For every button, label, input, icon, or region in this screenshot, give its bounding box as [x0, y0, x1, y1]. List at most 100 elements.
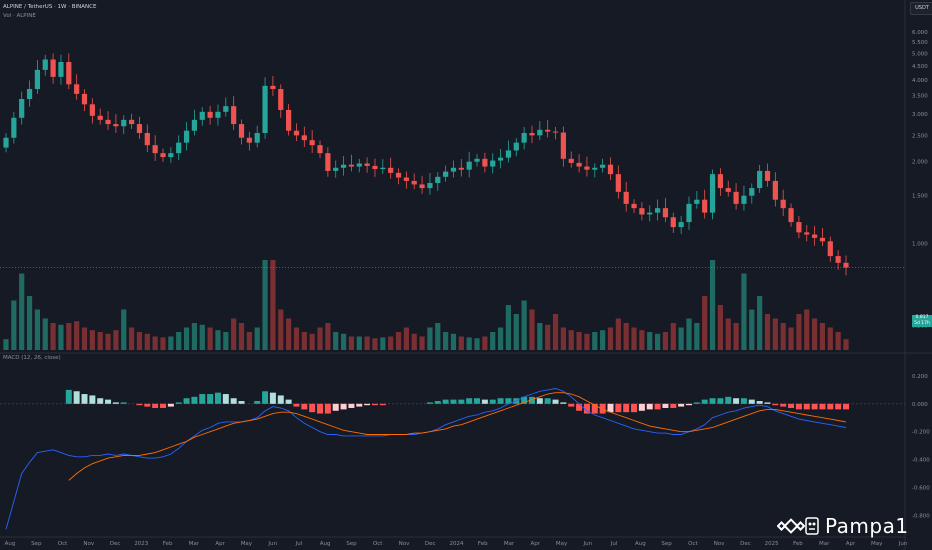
macd-histogram-bar — [81, 394, 88, 404]
volume-bar — [654, 333, 661, 350]
macd-histogram-bar — [599, 403, 606, 414]
candle-body — [505, 150, 512, 158]
macd-histogram-bar — [262, 391, 269, 404]
candle-body — [764, 170, 771, 181]
macd-histogram-bar — [254, 401, 261, 404]
candle-body — [238, 124, 245, 138]
candle-body — [388, 167, 394, 173]
candle-body — [380, 167, 386, 170]
volume-bar — [333, 332, 339, 350]
candle-body — [623, 191, 629, 204]
macd-histogram-bar — [528, 396, 535, 404]
candle-body — [333, 167, 339, 171]
macd-histogram-bar — [222, 394, 229, 404]
volume-bar — [827, 327, 833, 350]
macd-histogram-bar — [560, 402, 567, 404]
volume-bar — [466, 337, 472, 350]
volume-bar — [325, 323, 331, 350]
macd-histogram-bar — [788, 403, 795, 408]
candle-body — [419, 184, 425, 189]
candle-body — [600, 164, 606, 168]
volume-bar — [364, 336, 370, 350]
volume-bar — [811, 318, 818, 350]
candle-body — [639, 208, 645, 215]
macd-histogram-bar — [607, 403, 614, 413]
price-tick-label: 6.000 — [912, 30, 928, 36]
candle-body — [58, 61, 64, 77]
macd-tick-label: -0.200 — [912, 430, 930, 436]
macd-histogram-bar — [356, 403, 363, 407]
time-tick-label: Mar — [504, 541, 515, 547]
candle-body — [160, 153, 166, 158]
volume-bar — [176, 332, 182, 350]
candle-body — [293, 130, 300, 136]
candle-body — [686, 203, 692, 223]
macd-histogram-bar — [489, 399, 496, 404]
candle-body — [215, 111, 221, 118]
candle-body — [223, 106, 229, 112]
volume-bar — [662, 332, 669, 350]
watermark-text: Pampa1 — [825, 514, 909, 538]
price-tick-label: 3.500 — [912, 94, 928, 100]
time-tick-label: Jul — [295, 541, 303, 547]
volume-bar — [592, 332, 598, 350]
candle-body — [827, 241, 833, 257]
time-tick-label: Mar — [819, 541, 830, 547]
macd-histogram-bar — [536, 398, 543, 404]
volume-bar — [26, 296, 33, 350]
candle-body — [3, 137, 9, 148]
macd-histogram-bar — [340, 403, 347, 410]
macd-histogram-bar — [199, 394, 206, 404]
volume-bar — [552, 314, 559, 350]
macd-tick-label: 0.000 — [912, 402, 928, 408]
macd-histogram-bar — [819, 403, 826, 410]
volume-bar — [686, 318, 692, 350]
time-tick-label: Nov — [714, 541, 725, 547]
macd-histogram-bar — [458, 399, 465, 404]
time-tick-label: Jul — [610, 541, 618, 547]
candle-body — [325, 153, 331, 171]
macd-histogram-bar — [152, 403, 159, 408]
candle-body — [19, 99, 25, 118]
time-tick-label: May — [241, 541, 253, 547]
macd-histogram-bar — [89, 395, 96, 404]
candle-body — [788, 208, 794, 223]
macd-histogram-bar — [364, 403, 371, 406]
candle-body — [395, 172, 402, 178]
volume-bar — [286, 318, 292, 350]
macd-histogram-bar — [160, 403, 167, 408]
macd-histogram-bar — [662, 403, 669, 408]
macd-histogram-bar — [450, 399, 457, 404]
candle-body — [364, 163, 370, 166]
candle-body — [709, 174, 716, 213]
candle-body — [694, 199, 700, 204]
time-tick-label: Sep — [661, 541, 672, 547]
signal-line — [68, 392, 847, 481]
candle-body — [105, 119, 111, 125]
candle-body — [26, 89, 33, 100]
candle-body — [647, 212, 653, 215]
candle-body — [191, 119, 198, 131]
candle-body — [545, 129, 551, 132]
time-tick-label: Sep — [31, 541, 42, 547]
volume-bar — [34, 309, 41, 350]
volume-bar — [160, 337, 166, 350]
currency-button[interactable]: USDT — [910, 2, 932, 15]
candle-body — [607, 164, 614, 175]
macd-histogram-bar — [474, 398, 481, 404]
candle-body — [560, 132, 566, 159]
volume-bar — [278, 309, 284, 350]
price-tick-label: 2.500 — [912, 133, 928, 139]
macd-histogram-bar — [521, 396, 528, 404]
macd-histogram-bar — [105, 399, 112, 404]
candle-body — [537, 129, 543, 136]
macd-histogram-bar — [591, 403, 598, 414]
macd-histogram-bar — [709, 398, 716, 404]
macd-histogram-bar — [120, 402, 127, 404]
candle-body — [482, 158, 488, 167]
volume-bar — [293, 327, 300, 350]
volume-bar — [50, 323, 56, 350]
candle-body — [811, 234, 818, 238]
volume-bar — [717, 305, 723, 350]
